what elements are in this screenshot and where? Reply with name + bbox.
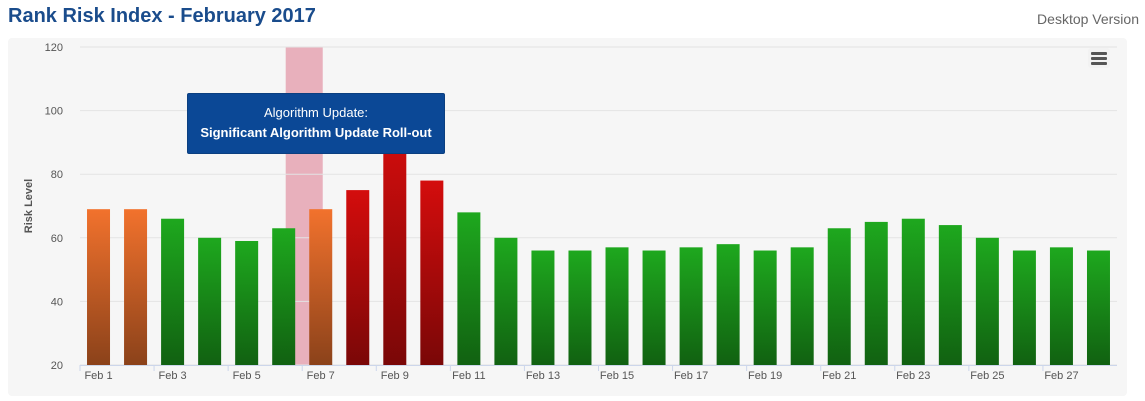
bar-feb-13[interactable] — [531, 250, 555, 365]
tooltip-title: Algorithm Update: — [263, 105, 369, 120]
bar-feb-23[interactable] — [901, 218, 925, 365]
x-tick-label: Feb 7 — [307, 370, 335, 382]
x-tick-label: Feb 27 — [1044, 370, 1078, 382]
bar-feb-14[interactable] — [568, 250, 592, 365]
bar-feb-1[interactable] — [87, 209, 111, 365]
bar-feb-11[interactable] — [457, 212, 481, 365]
bar-feb-8[interactable] — [346, 190, 370, 365]
bar-feb-26[interactable] — [1012, 250, 1036, 365]
chart-menu-button[interactable] — [1088, 48, 1110, 68]
x-tick-label: Feb 13 — [526, 370, 560, 382]
x-tick-label: Feb 15 — [600, 370, 634, 382]
bar-feb-10[interactable] — [420, 180, 444, 365]
x-tick-label: Feb 9 — [381, 370, 409, 382]
bar-feb-2[interactable] — [124, 209, 148, 365]
desktop-version-link[interactable]: Desktop Version — [1037, 11, 1139, 27]
x-tick-label: Feb 5 — [233, 370, 261, 382]
bar-feb-12[interactable] — [494, 237, 518, 365]
x-tick-label: Feb 21 — [822, 370, 856, 382]
bar-feb-5[interactable] — [235, 240, 259, 365]
bar-feb-16[interactable] — [642, 250, 666, 365]
y-tick-label: 100 — [45, 106, 63, 118]
x-tick-label: Feb 17 — [674, 370, 708, 382]
x-tick-label: Feb 19 — [748, 370, 782, 382]
algorithm-update-tooltip: Algorithm Update: Significant Algorithm … — [187, 93, 445, 154]
bar-feb-17[interactable] — [679, 247, 703, 365]
bar-feb-21[interactable] — [827, 228, 851, 365]
y-tick-label: 40 — [51, 296, 63, 308]
y-axis-title: Risk Level — [23, 179, 35, 233]
bar-feb-15[interactable] — [605, 247, 629, 365]
bar-feb-22[interactable] — [864, 221, 888, 365]
y-tick-label: 80 — [51, 169, 63, 181]
y-tick-label: 20 — [51, 360, 63, 372]
bar-feb-24[interactable] — [938, 225, 962, 365]
bar-feb-18[interactable] — [716, 244, 740, 365]
bar-feb-9[interactable] — [383, 129, 407, 365]
y-tick-label: 60 — [51, 233, 63, 245]
tooltip-detail: Significant Algorithm Update Roll-out — [200, 125, 432, 140]
x-tick-label: Feb 1 — [84, 370, 112, 382]
bar-feb-4[interactable] — [198, 237, 222, 365]
bar-feb-20[interactable] — [790, 247, 814, 365]
bar-feb-3[interactable] — [161, 218, 185, 365]
x-tick-label: Feb 25 — [970, 370, 1004, 382]
x-tick-label: Feb 3 — [159, 370, 187, 382]
y-tick-label: 120 — [45, 42, 63, 54]
bar-feb-19[interactable] — [753, 250, 777, 365]
bar-feb-28[interactable] — [1086, 250, 1110, 365]
page-title: Rank Risk Index - February 2017 — [8, 5, 316, 27]
x-tick-label: Feb 23 — [896, 370, 930, 382]
bar-feb-6[interactable] — [272, 228, 296, 365]
bar-feb-27[interactable] — [1049, 247, 1073, 365]
x-tick-label: Feb 11 — [452, 370, 485, 382]
hamburger-icon — [1091, 52, 1107, 55]
bar-feb-7[interactable] — [309, 209, 333, 365]
bar-feb-25[interactable] — [975, 237, 999, 365]
